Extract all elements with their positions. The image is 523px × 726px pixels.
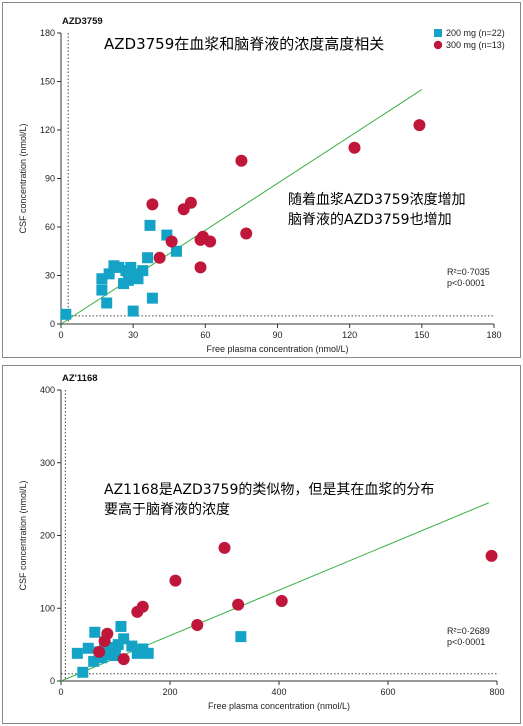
y-tick-label: 100 bbox=[40, 603, 55, 613]
data-point-200mg bbox=[127, 305, 139, 317]
data-point-200mg bbox=[82, 642, 94, 654]
data-point-200mg bbox=[110, 650, 121, 662]
x-tick-label: 0 bbox=[58, 330, 63, 340]
data-point-300mg bbox=[194, 261, 207, 274]
bottom-annotation-note: AZ1168是AZD3759的类似物，但是其在血浆的分布 要高于脑脊液的浓度 bbox=[104, 480, 434, 520]
y-tick-label: 180 bbox=[40, 28, 55, 38]
data-point-200mg bbox=[77, 666, 89, 678]
data-point-300mg bbox=[275, 594, 288, 607]
top-panel-frame bbox=[2, 2, 521, 358]
data-point-300mg bbox=[240, 227, 253, 240]
data-point-200mg bbox=[132, 273, 144, 285]
legend-marker-300mg bbox=[433, 40, 443, 50]
y-tick-label: 90 bbox=[45, 174, 55, 184]
x-tick-label: 120 bbox=[342, 330, 357, 340]
legend-label: 300 mg (n=13) bbox=[446, 40, 505, 50]
data-point-200mg bbox=[88, 655, 100, 667]
x-tick-label: 60 bbox=[200, 330, 210, 340]
top-note-line2: 脑脊液的AZD3759也增加 bbox=[288, 212, 452, 228]
x-tick-label: 90 bbox=[272, 330, 282, 340]
data-point-200mg bbox=[126, 640, 138, 652]
y-tick-label: 300 bbox=[40, 458, 55, 468]
data-point-200mg bbox=[112, 639, 124, 651]
y-tick-label: 30 bbox=[45, 271, 55, 281]
x-tick-label: 600 bbox=[380, 687, 395, 697]
chart-title: AZ'1168 bbox=[62, 373, 98, 384]
data-point-300mg bbox=[117, 653, 130, 666]
x-tick-label: 800 bbox=[489, 687, 504, 697]
y-tick-label: 120 bbox=[40, 125, 55, 135]
x-tick-label: 180 bbox=[486, 330, 501, 340]
data-point-300mg bbox=[485, 549, 498, 562]
data-point-200mg bbox=[103, 268, 115, 280]
data-point-300mg bbox=[204, 235, 217, 248]
data-point-200mg bbox=[118, 633, 130, 645]
data-point-300mg bbox=[184, 196, 197, 209]
data-point-300mg bbox=[93, 645, 106, 658]
x-tick-label: 150 bbox=[414, 330, 429, 340]
y-tick-label: 150 bbox=[40, 77, 55, 87]
data-point-200mg bbox=[71, 647, 83, 659]
top-annotation-note: 随着血浆AZD3759浓度增加 脑脊液的AZD3759也增加 bbox=[288, 190, 466, 230]
bottom-note-line2: 要高于脑脊液的浓度 bbox=[104, 502, 230, 518]
data-point-200mg bbox=[144, 219, 156, 231]
data-point-300mg bbox=[165, 235, 178, 248]
data-point-200mg bbox=[96, 284, 108, 296]
p-value-label: p<0·0001 bbox=[447, 637, 485, 647]
x-tick-label: 400 bbox=[271, 687, 286, 697]
y-axis-label: CSF concentration (nmol/L) bbox=[18, 123, 28, 233]
data-point-300mg bbox=[136, 600, 149, 613]
data-point-300mg bbox=[191, 618, 204, 631]
data-point-200mg bbox=[60, 308, 72, 320]
data-point-200mg bbox=[142, 647, 154, 659]
data-point-200mg bbox=[125, 261, 137, 273]
legend-marker-200mg bbox=[434, 29, 442, 37]
data-point-200mg bbox=[122, 274, 134, 286]
data-point-300mg bbox=[153, 251, 166, 264]
x-tick-label: 30 bbox=[128, 330, 138, 340]
data-point-300mg bbox=[169, 574, 182, 587]
data-point-200mg bbox=[146, 292, 158, 304]
y-tick-label: 0 bbox=[50, 676, 55, 686]
y-tick-label: 0 bbox=[50, 319, 55, 329]
bottom-note-line1: AZ1168是AZD3759的类似物，但是其在血浆的分布 bbox=[104, 482, 435, 498]
chart-title: AZD3759 bbox=[62, 16, 103, 27]
data-point-200mg bbox=[101, 297, 113, 309]
x-tick-label: 0 bbox=[58, 687, 63, 697]
x-axis-label: Free plasma concentration (nmol/L) bbox=[208, 701, 350, 711]
r-squared-label: R²=0·7035 bbox=[447, 267, 490, 277]
p-value-label: p<0·0001 bbox=[447, 278, 485, 288]
y-tick-label: 400 bbox=[40, 385, 55, 395]
data-point-200mg bbox=[113, 261, 125, 273]
data-point-300mg bbox=[413, 119, 426, 132]
data-point-300mg bbox=[235, 154, 248, 167]
data-point-300mg bbox=[348, 141, 361, 154]
data-point-200mg bbox=[115, 620, 127, 632]
top-annotation-title: AZD3759在血浆和脑脊液的浓度高度相关 bbox=[104, 35, 385, 53]
data-point-200mg bbox=[142, 252, 154, 264]
y-tick-label: 60 bbox=[45, 222, 55, 232]
data-point-200mg bbox=[96, 273, 108, 285]
data-point-300mg bbox=[232, 598, 245, 611]
r-squared-label: R²=0·2689 bbox=[447, 626, 490, 636]
data-point-200mg bbox=[161, 229, 173, 241]
x-tick-label: 200 bbox=[162, 687, 177, 697]
top-note-line1: 随着血浆AZD3759浓度增加 bbox=[288, 192, 466, 208]
x-axis-label: Free plasma concentration (nmol/L) bbox=[206, 344, 348, 354]
data-point-300mg bbox=[218, 541, 231, 554]
y-axis-label: CSF concentration (nmol/L) bbox=[18, 480, 28, 590]
legend-label: 200 mg (n=22) bbox=[446, 28, 505, 38]
data-point-200mg bbox=[89, 626, 101, 638]
data-point-200mg bbox=[170, 245, 182, 257]
y-tick-label: 200 bbox=[40, 531, 55, 541]
data-point-200mg bbox=[235, 631, 247, 643]
data-point-200mg bbox=[137, 265, 149, 277]
data-point-300mg bbox=[101, 627, 114, 640]
data-point-300mg bbox=[146, 198, 159, 211]
